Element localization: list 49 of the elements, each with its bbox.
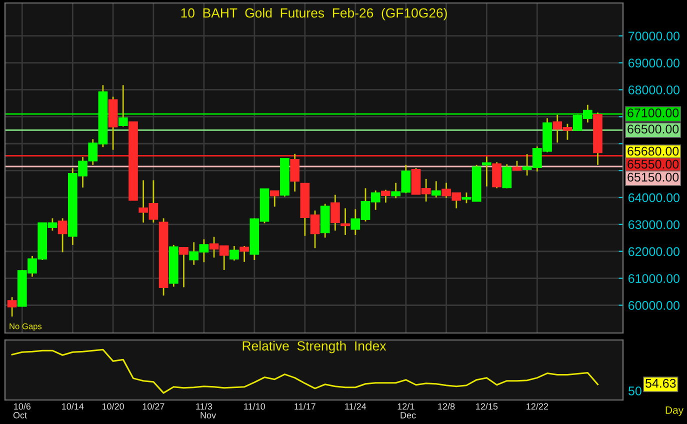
x-tick-label: 11/17 (294, 403, 316, 410)
candlestick (179, 246, 188, 288)
x-tick-label: 12/8 (438, 403, 455, 410)
candlestick (58, 218, 68, 253)
text: Oct (13, 412, 27, 418)
x-tick-label: 10/14 (62, 403, 84, 410)
y-tick-label: 63000.00 (628, 220, 680, 230)
candlestick (502, 164, 512, 189)
ref-line-label: 65550.00 (628, 160, 679, 169)
candlestick (381, 189, 390, 204)
x-tick-label: 11/10 (244, 403, 266, 410)
candlestick (492, 162, 502, 189)
x-tick-label: 12/22 (526, 403, 548, 410)
candlestick (230, 245, 239, 262)
candlestick (432, 180, 441, 198)
ref-line-label: 67100.00 (628, 108, 679, 118)
y-tick-label: 64000.00 (628, 193, 680, 202)
y-tick-label: 61000.00 (628, 274, 680, 283)
candlestick (118, 84, 128, 128)
y-tick-label: 60000.00 (628, 301, 680, 310)
y-tick-label: 68000.00 (628, 86, 680, 94)
text: 50 (628, 386, 642, 396)
y-tick-label: 69000.00 (628, 58, 680, 68)
ref-line-label: 66500.00 (628, 124, 679, 134)
candlestick (290, 153, 300, 192)
y-tick-label: 62000.00 (628, 247, 680, 256)
x-tick-label: 10/6 (14, 403, 31, 410)
x-tick-label: 11/3 (196, 403, 212, 410)
candlestick (340, 208, 350, 236)
text: 65680.00 (628, 146, 679, 156)
chart-title: Relative Strength Index (242, 340, 386, 354)
candlestick (482, 156, 492, 188)
x-tick-label: 12/1 (398, 403, 414, 410)
text: Dec (400, 412, 416, 418)
annotation: No Gaps (10, 323, 42, 331)
x-tick-label: 10/27 (142, 403, 164, 410)
y-tick-label: 70000.00 (628, 32, 680, 41)
text: Day (666, 406, 684, 416)
x-tick-label: 10/20 (102, 403, 124, 410)
candlestick (330, 194, 340, 232)
chart-title: 10 BAHT Gold Futures Feb-26 (GF10G26) (181, 8, 447, 20)
candlestick (240, 245, 249, 263)
ref-line-label: 65150.00 (628, 172, 679, 182)
text: Nov (200, 412, 216, 418)
x-tick-label: 11/24 (345, 403, 366, 410)
text: 54.63 (646, 378, 676, 388)
candlestick (270, 190, 280, 208)
candlestick (7, 296, 17, 318)
x-tick-label: 12/15 (476, 403, 498, 410)
